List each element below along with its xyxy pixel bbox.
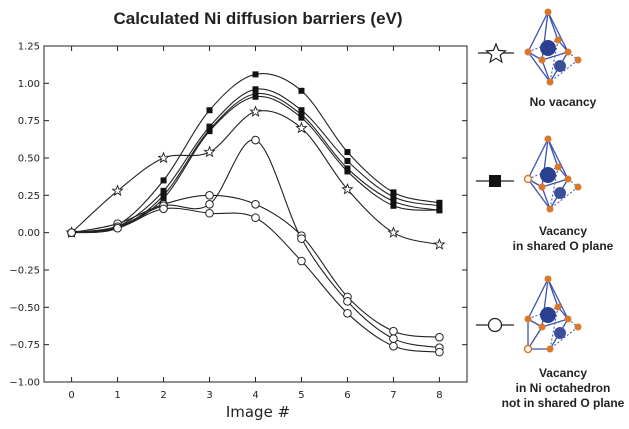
data-point-square: [298, 107, 305, 114]
data-point-square: [344, 157, 351, 164]
data-point-circle: [297, 234, 306, 243]
legend-label-shared-plane-line2: in shared O plane: [513, 239, 614, 253]
data-point-square: [160, 177, 167, 184]
x-tick-label: 0: [68, 390, 74, 401]
y-axis-ticks: 1.25 1.00 0.75 0.50 0.25 0.00 −0.25 −0.50 −0.75 −…: [9, 42, 467, 389]
y-tick-label: 0.00: [18, 228, 40, 239]
x-tick-label: 6: [344, 390, 350, 401]
y-tick-label: 0.25: [18, 191, 40, 202]
data-point-square: [252, 71, 259, 78]
x-axis-ticks: 0 1 2 3 4 5 6 7 8: [68, 46, 443, 401]
data-point-square: [252, 86, 259, 93]
data-point-square: [252, 93, 259, 100]
data-point-square: [390, 193, 397, 200]
x-axis-label: Image #: [226, 403, 290, 421]
data-point-square: [160, 195, 167, 202]
y-tick-label: 1.25: [18, 42, 40, 53]
y-tick-label: −0.25: [9, 266, 40, 277]
y-tick-label: −0.75: [9, 340, 40, 351]
legend-marker-star: [478, 42, 514, 64]
x-tick-label: 2: [160, 390, 166, 401]
x-tick-label: 7: [390, 390, 396, 401]
data-point-star: [111, 184, 124, 197]
data-point-square: [344, 168, 351, 175]
data-point-circle: [67, 228, 76, 237]
y-tick-label: 0.75: [18, 116, 40, 127]
data-point-circle: [389, 334, 398, 343]
data-point-square: [390, 189, 397, 196]
data-point-square: [436, 202, 443, 209]
y-tick-label: −1.00: [9, 378, 40, 389]
series-line-circle-7: [71, 207, 440, 353]
data-point-star: [341, 182, 354, 195]
data-point-circle: [113, 223, 122, 233]
data-point-circle: [297, 256, 306, 266]
data-point-square: [344, 149, 351, 156]
data-point-star: [157, 151, 170, 164]
structure-diagram-shared-plane-vacancy: [523, 135, 582, 213]
series-line-square-4: [71, 95, 440, 234]
data-point-circle: [205, 208, 214, 218]
x-tick-label: 1: [114, 390, 120, 401]
x-tick-label: 5: [298, 390, 304, 401]
structure-diagram-no-vacancy: [524, 8, 582, 86]
data-point-circle: [159, 204, 168, 214]
data-point-square: [390, 198, 397, 205]
data-point-circle: [389, 326, 398, 336]
data-point-circle: [251, 199, 260, 209]
legend-label-octahedron-line3: not in shared O plane: [502, 396, 625, 410]
legend: No vacancy Vacancy in shared O plane Vac…: [476, 8, 625, 410]
x-tick-label: 3: [206, 390, 212, 401]
x-tick-label: 8: [436, 390, 442, 401]
legend-marker-square: [476, 175, 514, 187]
data-point-star: [249, 105, 262, 117]
data-point-square: [206, 128, 213, 135]
chart-title: Calculated Ni diffusion barriers (eV): [113, 9, 402, 28]
data-point-circle: [389, 341, 398, 351]
data-point-circle: [435, 332, 444, 342]
data-point-square: [298, 114, 305, 121]
data-point-square: [298, 87, 305, 94]
data-point-circle: [205, 191, 214, 200]
data-point-circle: [343, 309, 352, 318]
data-point-star: [433, 238, 446, 250]
y-tick-label: 0.50: [18, 154, 40, 165]
data-point-circle: [205, 199, 214, 209]
data-point-square: [206, 107, 213, 114]
data-point-circle: [343, 297, 352, 306]
data-point-square: [390, 202, 397, 209]
legend-marker-circle: [476, 317, 514, 333]
data-point-circle: [435, 347, 444, 357]
legend-label-octahedron-line1: Vacancy: [539, 366, 587, 380]
data-point-square: [160, 187, 167, 194]
legend-label-shared-plane-line1: Vacancy: [539, 224, 587, 238]
y-tick-label: −0.50: [9, 303, 40, 314]
data-point-star: [203, 145, 216, 158]
data-point-star: [295, 121, 308, 134]
series-line-circle-6: [71, 139, 440, 349]
data-point-star: [387, 226, 400, 238]
series-group: [65, 71, 446, 357]
legend-label-no-vacancy: No vacancy: [530, 95, 597, 109]
structure-diagram-octahedron-vacancy: [523, 275, 582, 354]
data-point-circle: [251, 135, 260, 145]
data-point-circle: [251, 213, 260, 223]
x-tick-label: 4: [252, 390, 258, 401]
y-tick-label: 1.00: [18, 79, 40, 90]
data-point-square: [436, 207, 443, 214]
legend-label-octahedron-line2: in Ni octahedron: [516, 381, 611, 395]
